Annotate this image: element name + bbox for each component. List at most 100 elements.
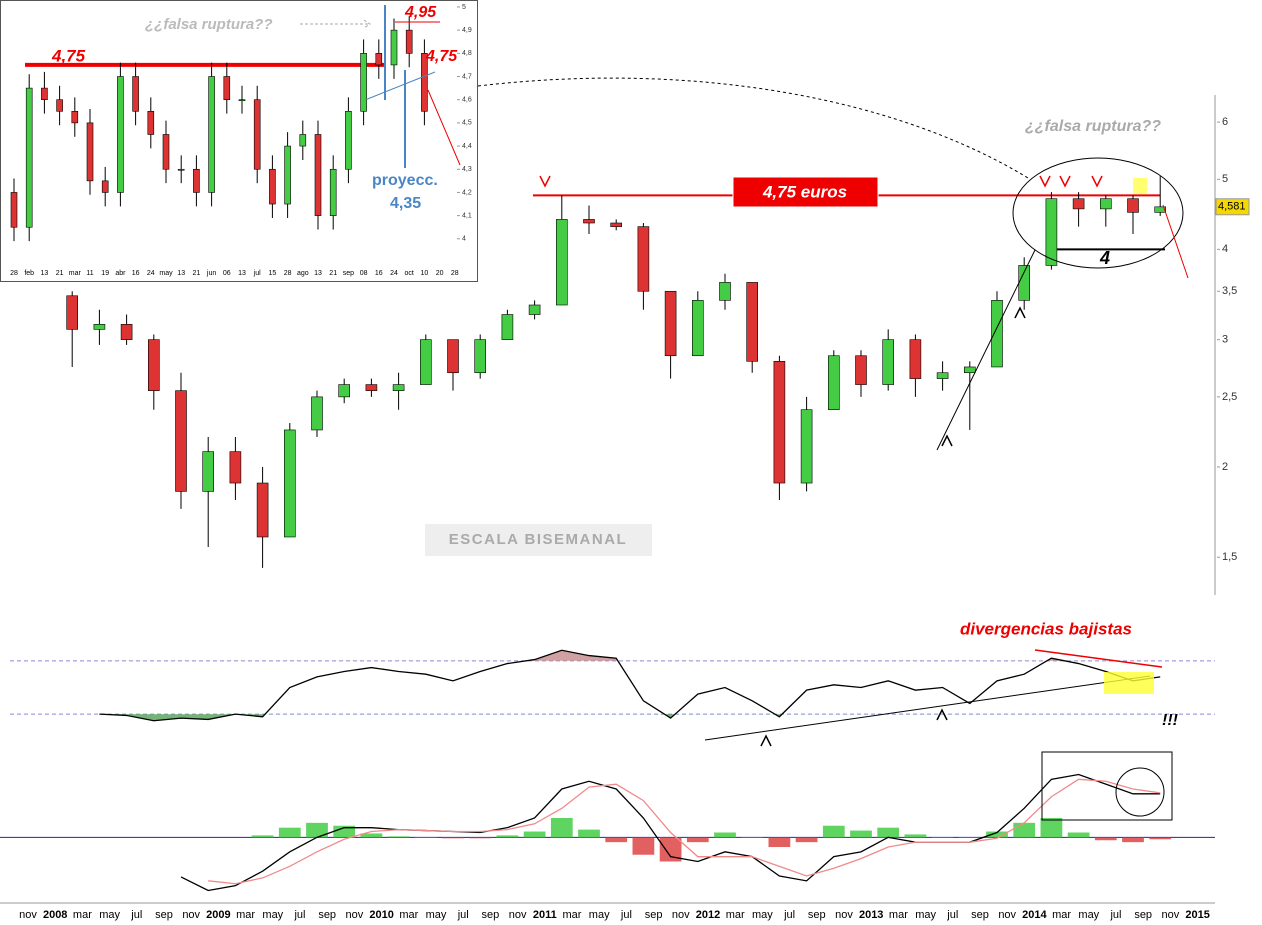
x-tick-label: nov — [182, 909, 200, 921]
x-tick-label: nov — [509, 909, 527, 921]
x-tick-label: nov — [672, 909, 690, 921]
annotation: 4,35 — [390, 195, 421, 212]
histogram-bar — [496, 835, 519, 838]
x-tick-label: jul — [457, 909, 469, 921]
y-tick-label: 1,5 — [1222, 551, 1237, 563]
x-tick-label: nov — [835, 909, 853, 921]
y-tick-label: 5 — [462, 4, 466, 11]
y-tick-label: 4,1 — [462, 212, 472, 219]
candle-body — [253, 99, 261, 170]
histogram-bar — [1067, 832, 1090, 838]
histogram-bar — [278, 827, 301, 838]
x-tick-label: mar — [69, 270, 82, 277]
candle-body — [827, 355, 840, 410]
candle-body — [773, 361, 786, 484]
candle-body — [800, 409, 813, 484]
histogram-bar — [850, 830, 872, 838]
x-tick-label: 2013 — [859, 909, 883, 921]
x-tick-label: mar — [563, 909, 582, 921]
candle-body — [1018, 265, 1031, 301]
series-line — [208, 778, 1161, 885]
x-tick-label: 21 — [56, 270, 64, 277]
histogram-bar — [1149, 837, 1172, 840]
candle-body — [1072, 198, 1085, 210]
x-tick-label: 13 — [238, 270, 246, 277]
histogram-bar — [1040, 818, 1063, 838]
candle-body — [583, 219, 595, 224]
x-tick-label: sep — [645, 909, 663, 921]
candle-body — [10, 192, 18, 228]
x-tick-label: 13 — [314, 270, 322, 277]
x-tick-label: sep — [343, 270, 354, 277]
histogram-bar — [741, 837, 764, 838]
candle-body — [202, 451, 214, 492]
x-tick-label: 19 — [101, 270, 109, 277]
x-tick-label: jul — [130, 909, 142, 921]
candle-body — [419, 339, 432, 385]
arrow-markers — [760, 306, 1026, 747]
candle-body — [909, 339, 922, 379]
candle-body — [314, 134, 322, 216]
candle-body — [101, 180, 109, 193]
x-tick-label: may — [426, 909, 447, 921]
x-tick-label: sep — [482, 909, 500, 921]
annotation: ¿¿falsa ruptura?? — [1025, 118, 1161, 135]
candle-body — [936, 372, 949, 379]
y-tick-label: 4,8 — [462, 50, 472, 57]
series-line — [99, 649, 1161, 722]
y-tick-label: 3,5 — [1222, 285, 1237, 297]
x-tick-label: jul — [1109, 909, 1121, 921]
x-tick-label: may — [915, 909, 936, 921]
inset-chart: 5 4,9 4,8 4,7 4,6 4,5 4,4 4,3 4,2 4,1 4 28 feb 13 21 ma… — [0, 0, 478, 282]
histogram-bar — [659, 837, 682, 862]
candle-body — [746, 282, 759, 362]
candle-body — [86, 122, 94, 182]
x-tick-label: mar — [1052, 909, 1071, 921]
y-tick-label: 4,6 — [462, 97, 472, 104]
candle-body — [284, 145, 291, 205]
x-tick-label: sep — [971, 909, 989, 921]
candle-body — [329, 168, 337, 216]
trend-line — [364, 71, 436, 101]
y-tick-label: 3 — [1222, 334, 1228, 346]
candle-body — [1045, 198, 1058, 266]
x-tick-label: sep — [155, 909, 173, 921]
x-tick-label: sep — [1134, 909, 1152, 921]
x-tick-label: may — [262, 909, 283, 921]
highlight-box — [1104, 672, 1154, 694]
x-tick-label: feb — [24, 270, 34, 277]
candle-body — [501, 314, 514, 340]
x-tick-label: 2015 — [1185, 909, 1209, 921]
highlight-ellipse — [1012, 157, 1184, 269]
x-tick-label: 16 — [375, 270, 383, 277]
x-tick-label: 2008 — [43, 909, 67, 921]
y-tick-label: 4 — [1222, 243, 1228, 255]
x-tick-label: may — [159, 270, 173, 277]
histogram-bar — [877, 827, 900, 838]
x-tick-label: may — [99, 909, 120, 921]
y-tick-label: 4,4 — [462, 143, 472, 150]
candle-body — [719, 282, 731, 301]
x-tick-label: 2009 — [206, 909, 230, 921]
y-tick-label: 4,5 — [462, 120, 472, 127]
candle-body — [447, 339, 459, 374]
label-box — [425, 524, 652, 556]
x-tick-label: nov — [998, 909, 1016, 921]
x-tick-label: 28 — [10, 270, 18, 277]
candle-body — [338, 384, 351, 398]
candle-body — [117, 76, 124, 193]
candle-body — [610, 222, 623, 227]
x-tick-label: 08 — [360, 270, 368, 277]
x-tick-label: 16 — [132, 270, 140, 277]
x-tick-label: sep — [318, 909, 336, 921]
rsi-panel — [10, 649, 1215, 722]
candle-body — [882, 339, 895, 385]
candle-body — [421, 53, 428, 112]
annotation: 4,75 euros — [762, 182, 847, 201]
candle-body — [375, 53, 383, 66]
x-tick-label: 13 — [41, 270, 49, 277]
candle-body — [855, 355, 867, 385]
x-tick-label: 20 — [436, 270, 444, 277]
candle-body — [229, 451, 242, 484]
histogram-bar — [686, 837, 709, 843]
